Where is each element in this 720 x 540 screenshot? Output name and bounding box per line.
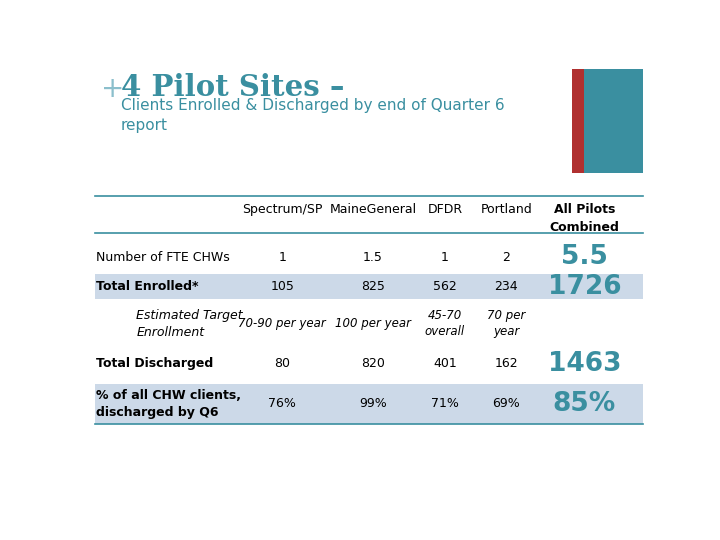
Text: 162: 162 [495, 357, 518, 370]
Text: 562: 562 [433, 280, 456, 293]
Text: Portland: Portland [480, 204, 532, 217]
Bar [94, 274, 644, 299]
Text: 1.5: 1.5 [363, 251, 383, 264]
Bar [94, 383, 644, 423]
Text: +: + [101, 75, 125, 103]
Text: 820: 820 [361, 357, 384, 370]
Text: 70-90 per year: 70-90 per year [238, 317, 326, 330]
Text: 99%: 99% [359, 397, 387, 410]
Text: 100 per year: 100 per year [335, 317, 411, 330]
Text: Number of FTE CHWs: Number of FTE CHWs [96, 251, 230, 264]
Text: Estimated Target
Enrollment: Estimated Target Enrollment [137, 308, 243, 339]
Text: 1: 1 [278, 251, 286, 264]
Text: All Pilots
Combined: All Pilots Combined [549, 204, 619, 234]
Text: Total Enrolled*: Total Enrolled* [96, 280, 199, 293]
Text: Spectrum/SP: Spectrum/SP [242, 204, 323, 217]
Text: 76%: 76% [269, 397, 296, 410]
Text: 825: 825 [361, 280, 384, 293]
Text: 45-70
overall: 45-70 overall [425, 309, 465, 338]
Text: DFDR: DFDR [428, 204, 462, 217]
Text: 80: 80 [274, 357, 290, 370]
Text: 105: 105 [270, 280, 294, 293]
Text: 70 per
year: 70 per year [487, 309, 526, 338]
Text: 4 Pilot Sites –: 4 Pilot Sites – [121, 72, 344, 102]
Text: 234: 234 [495, 280, 518, 293]
Text: 71%: 71% [431, 397, 459, 410]
Text: MaineGeneral: MaineGeneral [329, 204, 416, 217]
Text: Clients Enrolled & Discharged by end of Quarter 6
report: Clients Enrolled & Discharged by end of … [121, 98, 505, 133]
Bar [572, 69, 585, 173]
Text: 1726: 1726 [548, 274, 621, 300]
Text: 1: 1 [441, 251, 449, 264]
Bar [585, 69, 644, 173]
Text: 401: 401 [433, 357, 456, 370]
Text: 5.5: 5.5 [561, 244, 608, 271]
Text: 69%: 69% [492, 397, 520, 410]
Text: 1463: 1463 [548, 350, 621, 376]
Text: 2: 2 [503, 251, 510, 264]
Text: 85%: 85% [553, 390, 616, 416]
Text: Total Discharged: Total Discharged [96, 357, 213, 370]
Text: % of all CHW clients,
discharged by Q6: % of all CHW clients, discharged by Q6 [96, 389, 241, 419]
